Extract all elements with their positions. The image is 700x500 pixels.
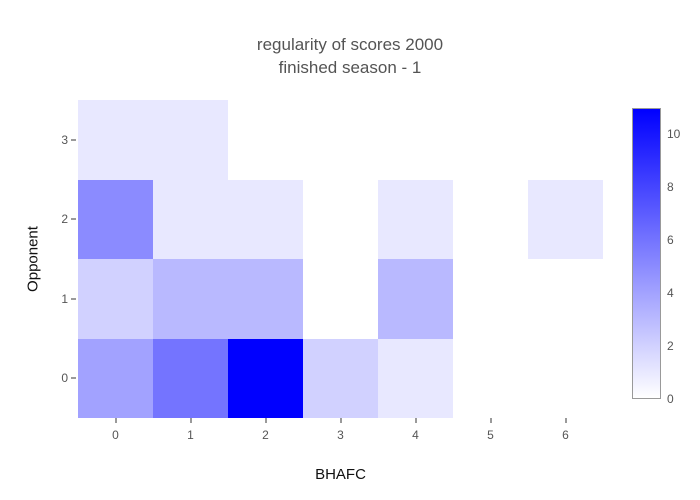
colorbar-tick-label: 8: [667, 180, 674, 195]
y-tick-mark: [71, 218, 76, 221]
heatmap-cell-x4-y0[interactable]: [378, 338, 453, 418]
x-tick-label: 4: [412, 428, 419, 442]
heatmap-cell-x6-y2[interactable]: [528, 179, 603, 259]
chart-title: regularity of scores 2000: [256, 35, 444, 54]
heatmap-cell-x0-y0[interactable]: [78, 338, 153, 418]
x-tick-label: 5: [487, 428, 494, 442]
y-tick-mark: [71, 138, 76, 141]
plot-area[interactable]: [78, 100, 603, 418]
heatmap-cell-x1-y0[interactable]: [153, 338, 228, 418]
y-tick-label: 1: [61, 291, 68, 306]
y-tick-label: 2: [61, 212, 68, 227]
colorbar-tick-label: 0: [667, 392, 674, 406]
heatmap-cell-x4-y2[interactable]: [378, 179, 453, 259]
x-tick-mark: [264, 418, 267, 423]
heatmap-cell-x2-y1[interactable]: [228, 259, 303, 339]
x-tick-mark: [339, 418, 342, 423]
heatmap-cell-x3-y0[interactable]: [303, 338, 378, 418]
heatmap-cell-x0-y2[interactable]: [78, 179, 153, 259]
colorbar: [632, 108, 661, 399]
x-tick-mark: [114, 418, 117, 423]
colorbar-tick-label: 6: [667, 233, 674, 248]
heatmap-cell-x1-y2[interactable]: [153, 179, 228, 259]
x-tick-label: 1: [187, 428, 194, 442]
x-tick-mark: [489, 418, 492, 423]
x-tick-mark: [414, 418, 417, 423]
y-tick-label: 3: [61, 132, 68, 147]
heatmap-cell-x2-y2[interactable]: [228, 179, 303, 259]
colorbar-tick-label: 4: [667, 286, 674, 301]
x-tick-mark: [564, 418, 567, 423]
x-tick-label: 6: [562, 428, 569, 442]
y-tick-label: 0: [61, 371, 68, 386]
heatmap-cell-x2-y0[interactable]: [228, 338, 303, 418]
y-tick-mark: [71, 297, 76, 300]
chart-subtitle: finished season - 1: [278, 58, 422, 77]
heatmap-cell-x1-y1[interactable]: [153, 259, 228, 339]
heatmap-cell-x1-y3[interactable]: [153, 100, 228, 180]
x-tick-label: 3: [337, 428, 344, 442]
heatmap-cell-x4-y1[interactable]: [378, 259, 453, 339]
x-tick-label: 2: [262, 428, 269, 442]
x-tick-label: 0: [112, 428, 119, 442]
y-axis-title: Opponent: [24, 226, 42, 292]
colorbar-tick-label: 2: [667, 339, 674, 354]
heatmap-cell-x0-y1[interactable]: [78, 259, 153, 339]
y-tick-mark: [71, 377, 76, 380]
heatmap-cell-x0-y3[interactable]: [78, 100, 153, 180]
x-axis-title: BHAFC: [315, 466, 366, 483]
x-tick-mark: [189, 418, 192, 423]
colorbar-tick-label: 10: [667, 127, 681, 142]
